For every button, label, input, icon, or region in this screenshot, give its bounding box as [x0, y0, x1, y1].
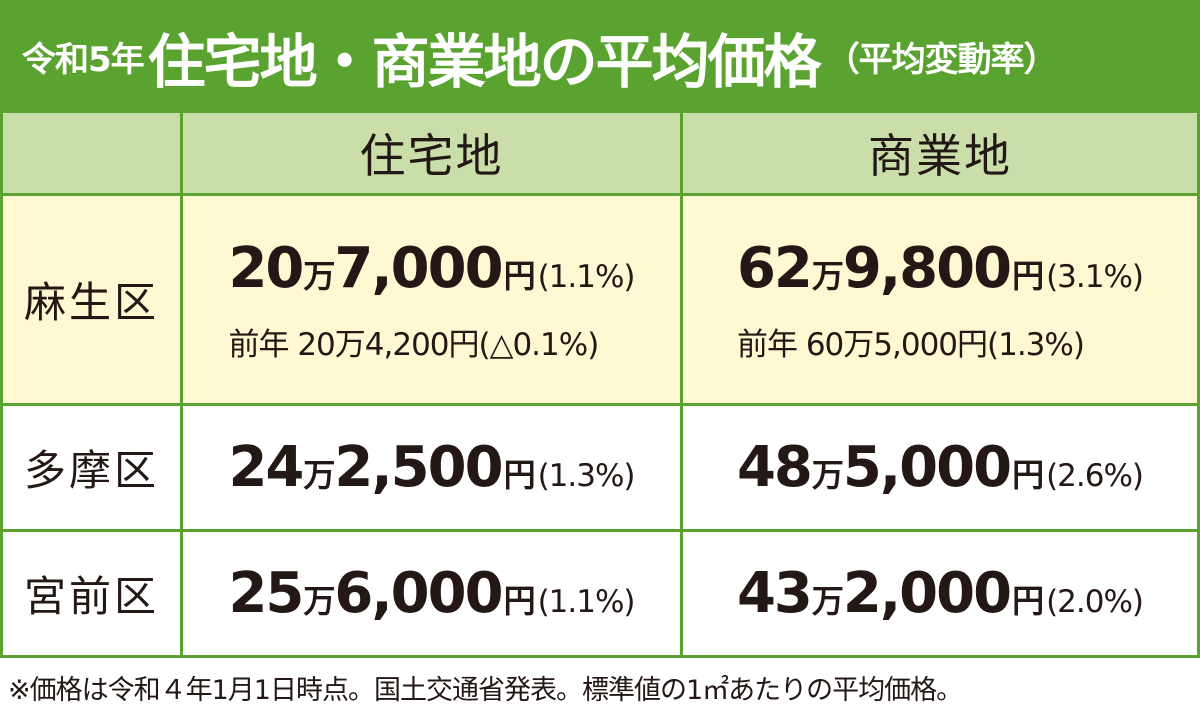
price-rest-value: 9,800 [842, 235, 1012, 301]
residential-price: 24 万 2,500 円 (1.3%) [228, 435, 636, 500]
change-rate: (3.1%) [1046, 258, 1144, 295]
unit-yen: 円 [1012, 582, 1044, 620]
unit-yen: 円 [503, 456, 536, 494]
residential-price: 25 万 6,000 円 (1.1%) [228, 561, 636, 626]
residential-price-cell: 24 万 2,500 円 (1.3%) [183, 406, 683, 532]
previous-year-price: 前年 20万4,200円(△0.1%) [228, 326, 599, 363]
title-main: 住宅地・商業地の平均価格 [147, 27, 822, 96]
change-rate: (2.0%) [1046, 584, 1144, 620]
unit-yen: 円 [503, 256, 536, 295]
price-man-value: 20 [228, 235, 304, 301]
table-row-miyamae: 宮前区 25 万 6,000 円 (1.1%) 43 万 2,000 円 (2.… [0, 532, 1200, 658]
residential-price: 20 万 7,000 円 (1.1%) [228, 235, 636, 301]
unit-man: 万 [811, 256, 844, 295]
unit-man: 万 [303, 582, 335, 620]
table-header-row: 住宅地 商業地 [0, 113, 1200, 196]
region-label: 麻生区 [0, 196, 183, 406]
change-rate: (2.6%) [1046, 458, 1144, 494]
region-name: 多摩区 [23, 446, 159, 495]
unit-man: 万 [811, 456, 844, 494]
price-rest-value: 6,000 [334, 561, 503, 626]
commercial-price-cell: 62 万 9,800 円 (3.1%) 前年 60万5,000円(1.3%) [683, 196, 1200, 406]
unit-yen: 円 [1012, 456, 1044, 494]
residential-price-cell: 20 万 7,000 円 (1.1%) 前年 20万4,200円(△0.1%) [183, 196, 683, 406]
price-man-value: 48 [736, 435, 813, 500]
header-residential: 住宅地 [183, 113, 683, 196]
region-name: 宮前区 [23, 572, 159, 621]
price-man-value: 25 [228, 561, 304, 626]
residential-price-cell: 25 万 6,000 円 (1.1%) [183, 532, 683, 658]
price-man-value: 24 [228, 435, 304, 500]
commercial-price-cell: 48 万 5,000 円 (2.6%) [683, 406, 1200, 532]
title-suffix: （平均変動率） [825, 40, 1058, 80]
title-prefix: 令和5年 [22, 40, 145, 80]
price-rest-value: 7,000 [334, 235, 503, 301]
header-corner [0, 113, 183, 196]
price-rest-value: 2,000 [842, 561, 1012, 626]
unit-yen: 円 [1012, 256, 1044, 295]
region-label: 多摩区 [0, 406, 183, 532]
footnote: ※価格は令和４年1月1日時点。国土交通省発表。標準値の1㎡あたりの平均価格。 [8, 675, 963, 706]
unit-man: 万 [303, 256, 335, 295]
commercial-price: 48 万 5,000 円 (2.6%) [736, 435, 1144, 500]
commercial-price: 62 万 9,800 円 (3.1%) [736, 235, 1144, 301]
region-label: 宮前区 [0, 532, 183, 658]
unit-yen: 円 [503, 582, 536, 620]
price-man-value: 62 [736, 235, 813, 301]
price-rest-value: 5,000 [842, 435, 1012, 500]
change-rate: (1.1%) [537, 584, 636, 620]
table-row-asao: 麻生区 20 万 7,000 円 (1.1%) 前年 20万4,200円(△0.… [0, 196, 1200, 406]
header-commercial: 商業地 [683, 113, 1200, 196]
price-rest-value: 2,500 [334, 435, 503, 500]
price-man-value: 43 [736, 561, 813, 626]
commercial-price-cell: 43 万 2,000 円 (2.0%) [683, 532, 1200, 658]
change-rate: (1.3%) [537, 458, 636, 494]
change-rate: (1.1%) [537, 258, 636, 295]
table-row-tama: 多摩区 24 万 2,500 円 (1.3%) 48 万 5,000 円 (2.… [0, 406, 1200, 532]
title-bar: 令和5年 住宅地・商業地の平均価格 （平均変動率） [0, 0, 1200, 113]
commercial-price: 43 万 2,000 円 (2.0%) [736, 561, 1144, 626]
previous-year-price: 前年 60万5,000円(1.3%) [736, 326, 1085, 363]
unit-man: 万 [303, 456, 335, 494]
region-name: 麻生区 [23, 278, 159, 327]
unit-man: 万 [811, 582, 844, 620]
